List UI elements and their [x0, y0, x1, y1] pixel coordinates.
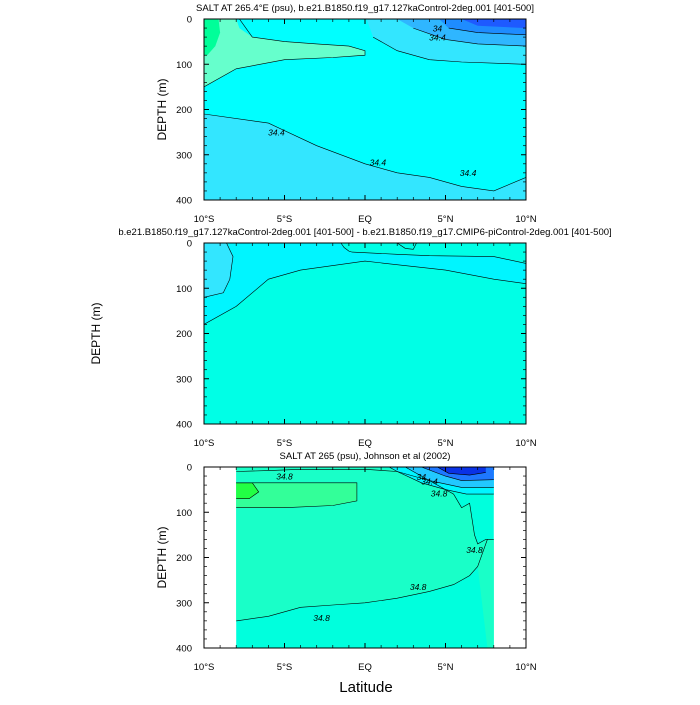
y-tick-label: 300	[176, 150, 192, 161]
y-tick-label: 0	[187, 463, 192, 474]
x-tick-label: 10°N	[515, 214, 536, 225]
y-tick-label: 0	[187, 15, 192, 26]
contour-line	[397, 243, 417, 250]
contour-line	[236, 482, 358, 509]
panel-2: 10°S 5°S EQ 5°N 10°N 0 100 200 300 400 b.e21.B1850…	[89, 227, 612, 449]
panel-3: 34.8 34.4 34.8 34.8 34.8 34.8 34 10°S 5°S EQ 5°N 10…	[155, 451, 537, 673]
y-tick-label: 300	[176, 598, 192, 609]
contour-fill-region	[204, 243, 233, 298]
contour-label: 34.8	[276, 471, 293, 481]
contour-line	[236, 482, 260, 500]
contour-line	[204, 260, 526, 325]
y-tick-label: 300	[176, 374, 192, 385]
contour-line	[421, 467, 494, 481]
y-tick-label: 100	[176, 60, 192, 71]
plot-area	[204, 243, 526, 325]
contour-line	[448, 27, 526, 36]
x-tick-label: 5°S	[277, 214, 292, 225]
x-tick-label: 5°S	[277, 662, 292, 673]
contour-line	[340, 243, 526, 264]
contour-line	[388, 467, 494, 495]
y-tick-label: 400	[176, 420, 192, 431]
contour-label: 34.4	[429, 32, 446, 42]
panel-title: SALT AT 265.4°E (psu), b.e21.B1850.f19_g…	[196, 3, 534, 14]
y-tick-label: 0	[187, 239, 192, 250]
panel-title: SALT AT 265 (psu), Johnson et al (2002)	[280, 451, 451, 462]
y-axis-label: DEPTH (m)	[155, 527, 169, 589]
contour-label: 34.8	[431, 489, 448, 499]
x-tick-label: 10°S	[194, 438, 215, 449]
panel-title: b.e21.B1850.f19_g17.127kaControl-2deg.00…	[118, 227, 611, 238]
y-tick-label: 200	[176, 329, 192, 340]
y-tick-label: 200	[176, 105, 192, 116]
contour-line	[372, 36, 526, 65]
contour-fill-region	[204, 19, 221, 56]
contour-label: 34.4	[421, 477, 438, 487]
contour-line	[236, 468, 494, 545]
contour-label: 34.8	[410, 582, 427, 592]
y-tick-label: 200	[176, 553, 192, 564]
contour-line	[405, 467, 494, 488]
x-tick-label: 5°S	[277, 438, 292, 449]
contour-fill-region	[204, 243, 526, 325]
contour-fill-region	[236, 482, 259, 499]
contour-line	[204, 19, 366, 88]
y-tick-label: 400	[176, 196, 192, 207]
x-tick-label: 10°N	[515, 662, 536, 673]
contour-line	[204, 113, 526, 192]
contour-fill-region	[204, 19, 365, 87]
contour-line	[204, 243, 234, 298]
contour-label: 34	[417, 472, 427, 482]
contour-label: 34	[433, 23, 443, 33]
y-tick-label: 100	[176, 508, 192, 519]
contour-fill-region	[204, 114, 526, 200]
y-axis-label: DEPTH (m)	[89, 303, 103, 365]
x-tick-label: 5°N	[438, 438, 454, 449]
contour-label: 34.8	[313, 613, 330, 623]
contour-line	[236, 539, 488, 622]
contour-fill-region	[236, 467, 494, 648]
contour-label: 34.4	[460, 168, 477, 178]
contour-fill-region	[236, 482, 357, 508]
x-tick-label: EQ	[358, 438, 372, 449]
contour-label: 34.4	[268, 127, 285, 137]
y-tick-label: 400	[176, 644, 192, 655]
contour-line	[413, 27, 526, 47]
plot-area: 34.8 34.4 34.8 34.8 34.8 34.8 34	[236, 467, 494, 648]
x-tick-label: 10°S	[194, 662, 215, 673]
contour-label: 34.8	[466, 545, 483, 555]
x-tick-label: 10°N	[515, 438, 536, 449]
contour-label: 34.4	[370, 158, 387, 168]
contour-line	[437, 467, 486, 476]
x-tick-label: 5°N	[438, 662, 454, 673]
y-tick-label: 100	[176, 284, 192, 295]
x-tick-label: EQ	[358, 662, 372, 673]
x-axis-label: Latitude	[339, 679, 392, 696]
y-axis-label: DEPTH (m)	[155, 79, 169, 141]
x-tick-label: EQ	[358, 214, 372, 225]
x-tick-label: 10°S	[194, 214, 215, 225]
x-tick-label: 5°N	[438, 214, 454, 225]
